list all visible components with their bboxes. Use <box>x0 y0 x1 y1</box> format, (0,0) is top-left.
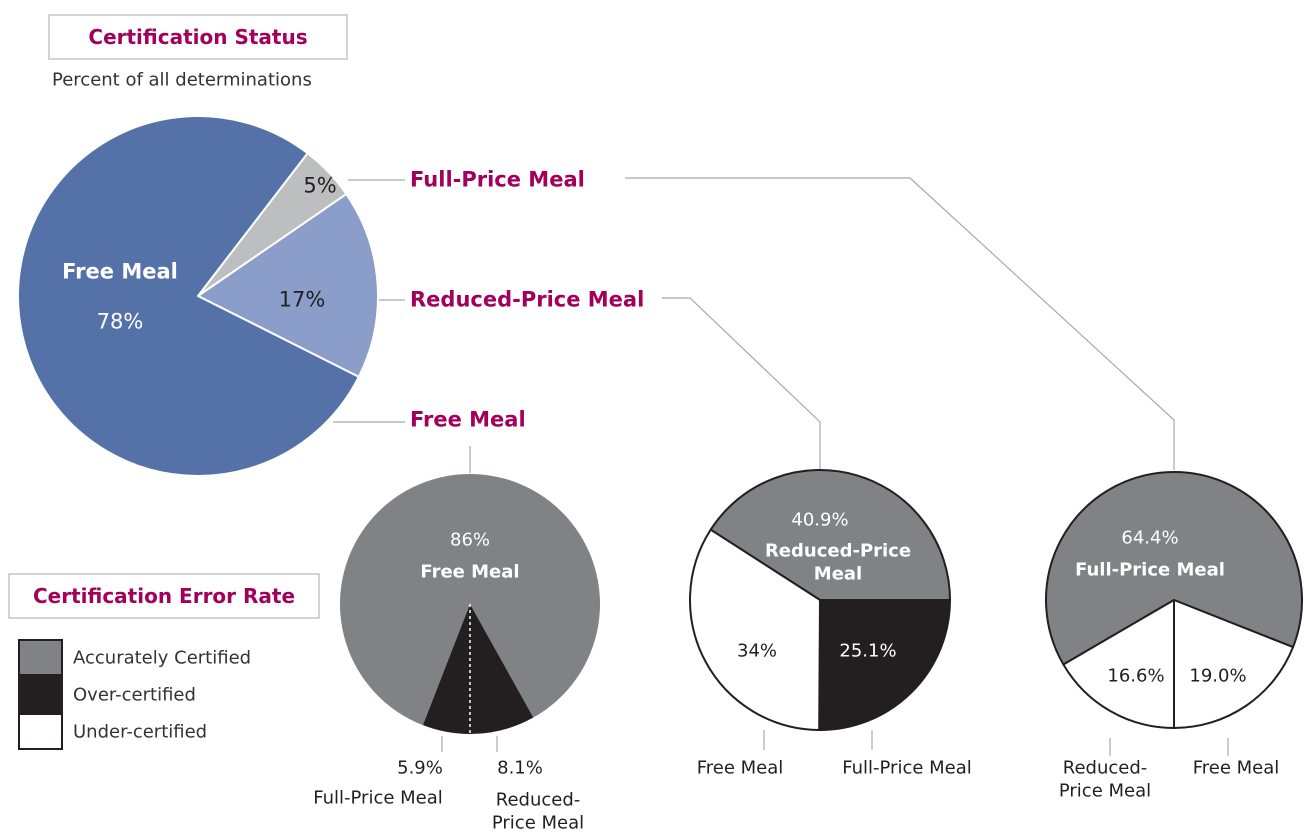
pie-slice <box>17 115 360 477</box>
legend-label: Accurately Certified <box>73 647 252 669</box>
leader-lines <box>333 177 1229 756</box>
slice-label: 64.4% <box>1121 527 1179 549</box>
pie-slice <box>1062 599 1175 729</box>
slice-label: 34% <box>736 640 778 662</box>
legend-title: Certification Error Rate <box>8 573 320 619</box>
slice-label: 8.1% <box>497 757 543 779</box>
leader-line <box>662 297 821 470</box>
category-label: Free Meal <box>1192 757 1280 779</box>
slice-label: 78% <box>96 309 144 334</box>
category-label: Full-Price Meal <box>842 757 972 779</box>
chart-title: Certification Status <box>48 14 348 60</box>
slice-label: 40.9% <box>791 509 849 531</box>
legend-label: Under-certified <box>73 721 208 743</box>
category-label: Free Meal <box>62 259 178 284</box>
pie-slice <box>818 599 951 731</box>
pie-slice <box>470 604 534 734</box>
category-label: Reduced-Price Meal <box>764 540 912 585</box>
chart-subtitle: Percent of all determinations <box>52 69 312 91</box>
category-label: Reduced-Price Meal <box>410 287 645 312</box>
category-label: Free Meal <box>420 561 520 583</box>
legend-label: Over-certified <box>73 684 196 706</box>
slice-label: 19.0% <box>1189 665 1247 687</box>
category-label: Free Meal <box>410 407 526 432</box>
legend-swatch <box>18 676 63 713</box>
pie-slice <box>422 604 470 734</box>
pie-slice <box>689 528 821 731</box>
category-label: Free Meal <box>696 757 784 779</box>
slice-label: 5.9% <box>397 757 443 779</box>
slice-label: 17% <box>278 287 326 312</box>
slice-label: 86% <box>449 529 491 551</box>
slice-label: 5% <box>303 173 337 198</box>
legend-swatch <box>18 639 63 676</box>
slice-label: 25.1% <box>839 640 897 662</box>
legend-swatch <box>18 713 63 750</box>
category-label: Full-Price Meal <box>410 167 585 192</box>
pie-slice <box>197 193 379 378</box>
category-label: Reduced-Price Meal <box>491 789 585 833</box>
pie-slice <box>1173 599 1295 729</box>
pie-slice <box>340 474 600 726</box>
category-label: Full-Price Meal <box>313 787 443 809</box>
slice-label: 16.6% <box>1107 665 1165 687</box>
category-label: Full-Price Meal <box>1075 559 1225 581</box>
leader-line <box>625 177 1175 470</box>
category-label: Reduced-Price Meal <box>1058 757 1152 802</box>
pie-slice <box>1045 471 1303 666</box>
